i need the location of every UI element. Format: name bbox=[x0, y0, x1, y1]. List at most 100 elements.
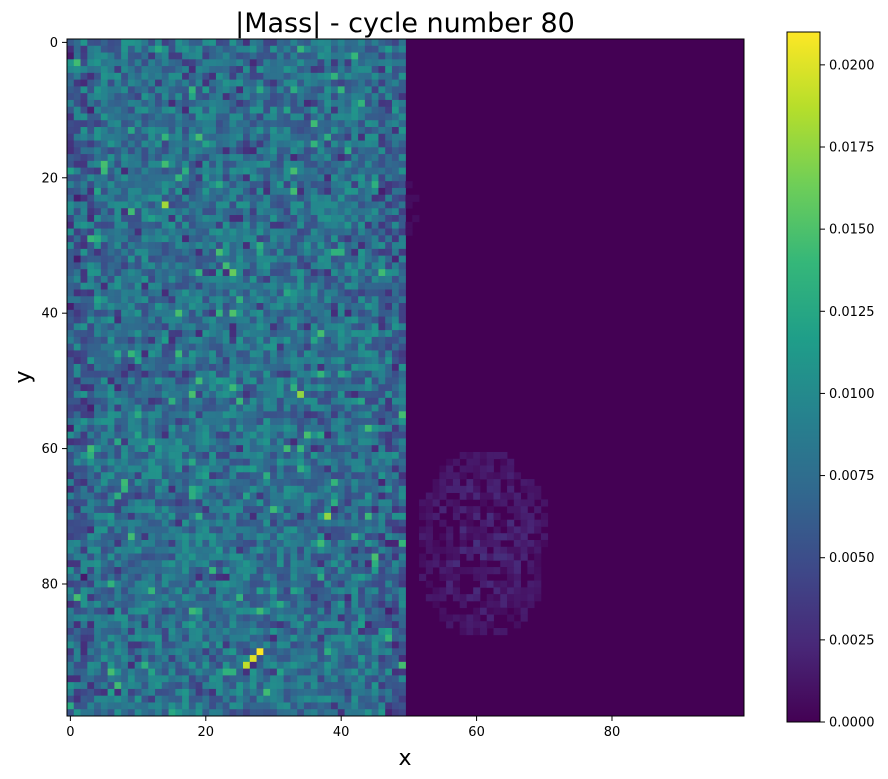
heatmap-cell bbox=[161, 418, 169, 426]
heatmap-cell bbox=[249, 323, 257, 331]
heatmap-cell bbox=[195, 587, 203, 595]
heatmap-cell bbox=[358, 539, 366, 548]
heatmap-cell bbox=[229, 384, 237, 392]
heatmap-cell bbox=[344, 600, 352, 609]
heatmap-cell bbox=[127, 181, 136, 189]
heatmap-cell bbox=[310, 648, 318, 656]
heatmap-cell bbox=[188, 187, 197, 196]
heatmap-cell bbox=[168, 560, 176, 568]
heatmap-cell bbox=[236, 533, 244, 541]
heatmap-cell bbox=[100, 336, 109, 345]
heatmap-cell bbox=[182, 621, 190, 629]
heatmap-cell bbox=[229, 93, 237, 101]
heatmap-cell bbox=[107, 512, 115, 521]
heatmap-cell bbox=[121, 465, 129, 473]
heatmap-cell bbox=[344, 282, 352, 290]
heatmap-cell bbox=[283, 655, 291, 663]
heatmap-cell bbox=[195, 512, 203, 521]
heatmap-cell bbox=[100, 634, 109, 642]
heatmap-cell bbox=[303, 106, 312, 114]
heatmap-cell bbox=[127, 343, 136, 351]
heatmap-cell bbox=[310, 59, 318, 67]
heatmap-cell bbox=[80, 384, 88, 392]
heatmap-cell bbox=[236, 526, 244, 534]
heatmap-cell bbox=[215, 160, 224, 169]
heatmap-cell bbox=[331, 194, 339, 202]
heatmap-cell bbox=[209, 580, 217, 588]
heatmap-cell bbox=[236, 492, 244, 500]
heatmap-cell bbox=[344, 370, 352, 378]
heatmap-cell bbox=[344, 242, 352, 250]
heatmap-cell bbox=[256, 106, 264, 114]
heatmap-cell bbox=[73, 587, 81, 595]
heatmap-cell bbox=[479, 465, 488, 473]
heatmap-cell bbox=[290, 377, 298, 385]
heatmap-cell bbox=[378, 458, 386, 466]
heatmap-cell bbox=[67, 391, 75, 399]
heatmap-cell bbox=[127, 99, 136, 108]
heatmap-cell bbox=[385, 661, 393, 670]
heatmap-cell bbox=[324, 546, 332, 554]
heatmap-cell bbox=[121, 221, 129, 229]
heatmap-cell bbox=[473, 485, 481, 493]
heatmap-cell bbox=[351, 641, 359, 649]
heatmap-cell bbox=[324, 323, 332, 331]
heatmap-cell bbox=[188, 127, 197, 135]
heatmap-cell bbox=[459, 465, 467, 473]
heatmap-cell bbox=[202, 255, 210, 263]
heatmap-cell bbox=[114, 235, 122, 243]
heatmap-cell bbox=[67, 39, 75, 47]
heatmap-cell bbox=[182, 458, 190, 466]
heatmap-cell bbox=[67, 79, 75, 87]
heatmap-cell bbox=[391, 99, 400, 108]
heatmap-cell bbox=[270, 600, 278, 609]
heatmap-cell bbox=[195, 52, 203, 60]
heatmap-cell bbox=[378, 167, 386, 175]
heatmap-cell bbox=[202, 336, 210, 345]
heatmap-cell bbox=[290, 336, 298, 345]
heatmap-cell bbox=[100, 479, 109, 487]
heatmap-cell bbox=[398, 526, 406, 534]
heatmap-cell bbox=[351, 506, 359, 514]
heatmap-cell bbox=[87, 384, 95, 392]
heatmap-cell bbox=[412, 215, 420, 223]
heatmap-cell bbox=[385, 472, 393, 480]
heatmap-cell bbox=[222, 465, 230, 473]
heatmap-cell bbox=[202, 235, 210, 243]
heatmap-cell bbox=[243, 154, 251, 162]
heatmap-cell bbox=[439, 594, 447, 602]
heatmap-cell bbox=[513, 506, 521, 514]
heatmap-cell bbox=[134, 451, 142, 460]
heatmap-cell bbox=[148, 147, 156, 155]
heatmap-cell bbox=[100, 303, 109, 311]
heatmap-cell bbox=[358, 391, 366, 399]
heatmap-cell bbox=[297, 506, 305, 514]
heatmap-cell bbox=[378, 99, 386, 108]
heatmap-cell bbox=[236, 641, 244, 649]
heatmap-cell bbox=[337, 316, 345, 324]
heatmap-cell bbox=[391, 641, 400, 649]
heatmap-cell bbox=[324, 377, 332, 385]
heatmap-cell bbox=[500, 594, 508, 602]
heatmap-cell bbox=[168, 282, 176, 290]
heatmap-cell bbox=[276, 330, 285, 338]
heatmap-cell bbox=[331, 269, 339, 277]
heatmap-cell bbox=[351, 512, 359, 521]
heatmap-cell bbox=[351, 499, 359, 507]
heatmap-cell bbox=[331, 418, 339, 426]
heatmap-cell bbox=[188, 39, 197, 47]
heatmap-cell bbox=[256, 357, 264, 365]
heatmap-cell bbox=[276, 648, 285, 656]
heatmap-cell bbox=[94, 499, 102, 507]
heatmap-cell bbox=[107, 492, 115, 500]
heatmap-cell bbox=[391, 573, 400, 581]
heatmap-cell bbox=[134, 120, 142, 128]
heatmap-cell bbox=[385, 384, 393, 392]
heatmap-cell bbox=[87, 621, 95, 629]
heatmap-cell bbox=[507, 560, 515, 568]
heatmap-cell bbox=[337, 506, 345, 514]
heatmap-cell bbox=[310, 526, 318, 534]
heatmap-cell bbox=[364, 289, 373, 297]
heatmap-cell bbox=[459, 594, 467, 602]
heatmap-cell bbox=[195, 573, 203, 581]
